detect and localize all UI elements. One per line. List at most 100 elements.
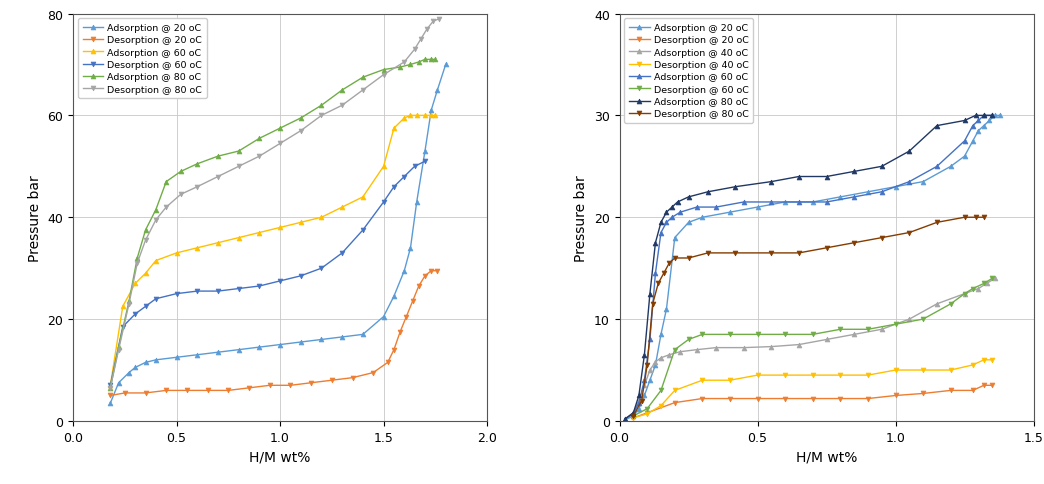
Desorption @ 60 oC	[723, 332, 736, 338]
Adsorption @ 20 oC	[619, 417, 632, 423]
Desorption @ 60 oC	[387, 184, 400, 190]
Adsorption @ 60 oC	[737, 199, 750, 205]
Adsorption @ 80 oC	[986, 113, 998, 119]
Adsorption @ 20 oC	[294, 339, 307, 345]
Desorption @ 60 oC	[149, 296, 162, 302]
Adsorption @ 20 oC	[398, 268, 410, 274]
Adsorption @ 40 oC	[655, 355, 667, 361]
Desorption @ 80 oC	[191, 184, 204, 190]
Desorption @ 60 oC	[139, 304, 151, 310]
Adsorption @ 80 oC	[233, 149, 245, 155]
Desorption @ 60 oC	[315, 266, 328, 272]
Adsorption @ 20 oC	[425, 108, 437, 114]
Adsorption @ 40 oC	[674, 349, 687, 355]
Adsorption @ 60 oC	[638, 378, 650, 383]
Line: Adsorption @ 40 oC: Adsorption @ 40 oC	[622, 276, 997, 422]
Adsorption @ 40 oC	[958, 291, 971, 297]
Desorption @ 40 oC	[834, 373, 847, 378]
Desorption @ 80 oC	[848, 241, 860, 246]
Adsorption @ 20 oC	[357, 332, 370, 338]
Desorption @ 20 oC	[641, 410, 654, 416]
Adsorption @ 20 oC	[404, 245, 417, 251]
Adsorption @ 80 oC	[644, 291, 657, 297]
Adsorption @ 60 oC	[977, 113, 990, 119]
Adsorption @ 20 oC	[410, 199, 423, 205]
Adsorption @ 40 oC	[690, 347, 703, 353]
Desorption @ 20 oC	[104, 393, 117, 399]
Desorption @ 80 oC	[903, 230, 916, 236]
Adsorption @ 80 oC	[683, 195, 695, 200]
Adsorption @ 80 oC	[638, 352, 650, 358]
Adsorption @ 60 oC	[294, 220, 307, 226]
Adsorption @ 60 oC	[690, 205, 703, 211]
Adsorption @ 80 oC	[429, 58, 442, 63]
Desorption @ 80 oC	[130, 261, 143, 267]
Desorption @ 20 oC	[668, 400, 681, 406]
Desorption @ 60 oC	[696, 332, 709, 338]
Desorption @ 20 oC	[160, 388, 172, 393]
Desorption @ 40 oC	[696, 378, 709, 383]
Adsorption @ 80 oC	[253, 136, 265, 142]
Desorption @ 20 oC	[119, 390, 132, 396]
Adsorption @ 60 oC	[903, 180, 916, 185]
Desorption @ 60 oC	[861, 327, 874, 333]
Adsorption @ 80 oC	[274, 126, 286, 132]
Adsorption @ 60 oC	[619, 416, 632, 422]
Desorption @ 20 oC	[627, 415, 640, 421]
Desorption @ 80 oC	[702, 251, 714, 257]
Desorption @ 40 oC	[655, 403, 667, 408]
Adsorption @ 60 oC	[765, 199, 778, 205]
Desorption @ 20 oC	[889, 393, 902, 399]
Desorption @ 80 oC	[433, 17, 446, 23]
Adsorption @ 60 oC	[967, 123, 979, 129]
Adsorption @ 80 oC	[876, 164, 888, 170]
Desorption @ 60 oC	[294, 273, 307, 279]
Adsorption @ 20 oC	[123, 370, 136, 376]
Adsorption @ 40 oC	[972, 286, 984, 292]
Desorption @ 60 oC	[807, 332, 820, 338]
Adsorption @ 80 oC	[792, 174, 805, 180]
Desorption @ 60 oC	[336, 251, 349, 257]
Desorption @ 80 oC	[641, 362, 654, 368]
Desorption @ 40 oC	[668, 388, 681, 393]
Desorption @ 20 oC	[425, 268, 437, 274]
Adsorption @ 80 oC	[419, 58, 431, 63]
Desorption @ 60 oC	[408, 164, 421, 170]
Desorption @ 80 oC	[336, 103, 349, 109]
Adsorption @ 40 oC	[627, 410, 640, 416]
Adsorption @ 40 oC	[710, 345, 722, 351]
Desorption @ 40 oC	[977, 357, 990, 363]
Adsorption @ 60 oC	[274, 225, 286, 231]
Desorption @ 80 oC	[408, 47, 421, 53]
Desorption @ 20 oC	[181, 388, 193, 393]
Adsorption @ 20 oC	[149, 357, 162, 363]
Desorption @ 20 oC	[861, 396, 874, 402]
Adsorption @ 80 oC	[425, 58, 437, 63]
Adsorption @ 20 oC	[649, 362, 662, 368]
Adsorption @ 20 oC	[644, 378, 657, 383]
Adsorption @ 60 oC	[191, 245, 204, 251]
Adsorption @ 60 oC	[387, 126, 400, 132]
Adsorption @ 20 oC	[233, 347, 245, 353]
Desorption @ 60 oC	[958, 291, 971, 297]
Adsorption @ 40 oC	[638, 382, 650, 388]
Adsorption @ 80 oC	[729, 184, 741, 190]
Desorption @ 20 oC	[431, 268, 444, 274]
Adsorption @ 40 oC	[792, 342, 805, 348]
Desorption @ 60 oC	[117, 324, 129, 330]
Desorption @ 20 oC	[394, 329, 406, 335]
Adsorption @ 20 oC	[274, 342, 286, 348]
Desorption @ 80 oC	[174, 192, 187, 198]
Adsorption @ 80 oC	[930, 123, 943, 129]
Desorption @ 20 oC	[305, 380, 317, 386]
Adsorption @ 20 oC	[377, 314, 389, 320]
Line: Desorption @ 80 oC: Desorption @ 80 oC	[631, 215, 987, 419]
Desorption @ 80 oC	[427, 19, 440, 25]
Desorption @ 80 oC	[636, 398, 648, 404]
Adsorption @ 60 oC	[429, 113, 442, 119]
Desorption @ 20 oC	[945, 388, 957, 393]
Adsorption @ 20 oC	[683, 220, 695, 226]
Adsorption @ 60 oC	[398, 116, 410, 121]
Adsorption @ 80 oC	[174, 169, 187, 175]
Desorption @ 40 oC	[627, 415, 640, 421]
